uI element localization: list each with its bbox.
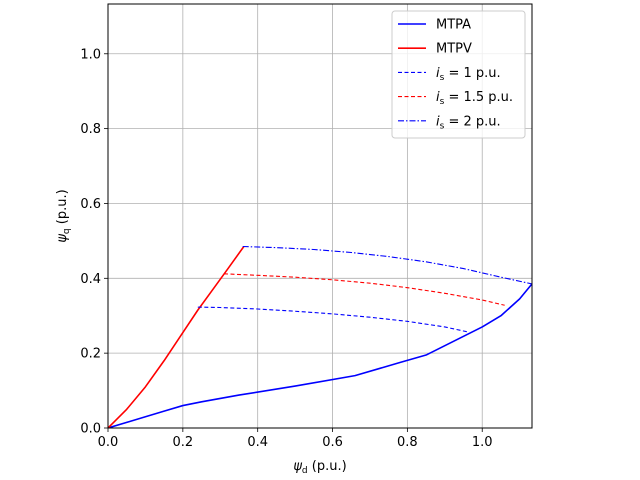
legend-label-is-1: is = 1 p.u. [436,66,501,83]
series-layer [108,245,532,428]
legend-label-mtpa: MTPA [436,18,471,33]
x-tick-label: 0.8 [397,435,418,450]
y-tick-label: 0.4 [80,272,101,287]
x-tick-label: 0.4 [247,435,268,450]
x-tick-label: 0.6 [322,435,343,450]
x-tick-label: 0.0 [98,435,119,450]
ticks: 0.0 0.2 0.4 0.6 0.8 1.0 0.0 0.2 0.4 0.6 0.8 1.0 [80,47,492,450]
x-axis-label-symbol: ψ [293,459,302,474]
y-tick-label: 0.2 [80,347,101,362]
x-axis-label: ψd (p.u.) [293,459,346,476]
legend-label-is-2: is = 2 p.u. [436,114,501,131]
legend-box [391,10,526,139]
y-axis-label-subscript: q [62,228,72,234]
y-tick-label: 0.0 [80,422,101,437]
x-axis-label-subscript: d [302,466,308,476]
y-axis-label: ψq (p.u.) [55,189,72,242]
axes-frame [107,3,533,429]
series-line-is-2-p-u [242,245,532,285]
x-tick-label: 0.2 [173,435,194,450]
y-tick-label: 0.6 [80,197,101,212]
series-line-mtpv [108,246,245,428]
y-tick-label: 1.0 [80,47,101,62]
x-tick-label: 1.0 [472,435,493,450]
series-line-mtpa [108,283,532,428]
x-axis-label-unit: (p.u.) [308,459,347,474]
y-axis-label-unit: (p.u.) [55,189,70,228]
legend: MTPA MTPV is = 1 p.u. is = 1.5 p.u. is =… [391,10,526,139]
y-tick-label: 0.8 [80,122,101,137]
legend-label-is-1-5: is = 1.5 p.u. [436,90,513,107]
series-line-is-1-5-p-u [223,273,505,306]
legend-label-mtpv: MTPV [436,42,472,57]
series-line-is-1-p-u [197,306,468,333]
y-axis-label-symbol: ψ [55,234,70,243]
